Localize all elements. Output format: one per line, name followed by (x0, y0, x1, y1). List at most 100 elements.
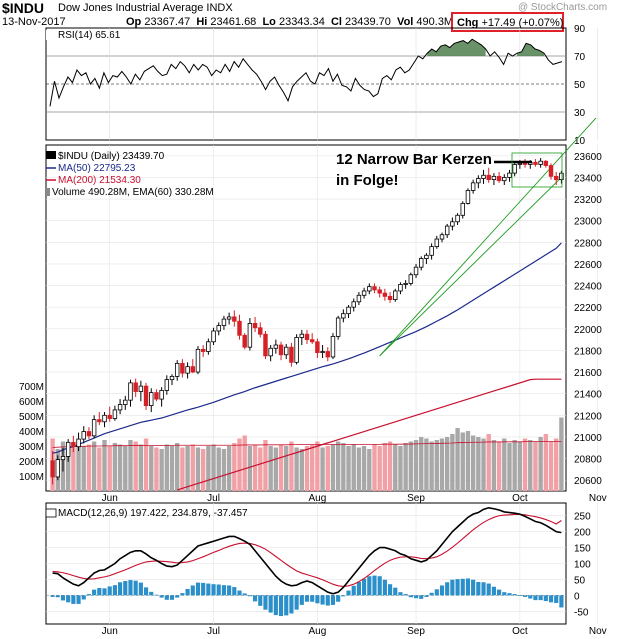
macd-histogram-bar (413, 595, 419, 599)
volume-bar (372, 444, 377, 491)
rsi-tick-label: 90 (574, 24, 586, 35)
macd-histogram-bar (221, 585, 227, 596)
macd-histogram-bar (559, 595, 564, 608)
volume-bar (486, 434, 491, 491)
volume-bar (377, 446, 382, 491)
volume-bar (559, 417, 564, 491)
candle-legend-icon (46, 151, 56, 159)
volume-bar (247, 446, 253, 491)
rsi-series-line (49, 38, 563, 107)
volume-bar (517, 441, 523, 491)
macd-histogram-bar (97, 588, 102, 596)
rsi-legend-icon (46, 30, 56, 40)
candle-body (393, 290, 398, 301)
macd-histogram-bar (169, 595, 175, 600)
price-tick-label: 21200 (574, 411, 602, 422)
volume-bar (434, 440, 439, 491)
volume-bar (211, 444, 216, 491)
volume-bar (304, 446, 310, 491)
volume-bar (507, 443, 512, 491)
macd-histogram-bar (522, 595, 528, 597)
candle-body (543, 160, 549, 166)
candle-body (289, 346, 294, 363)
volume-legend-swatch (46, 188, 50, 196)
macd-tick-label: 0 (574, 591, 580, 602)
macd-histogram-bar (341, 595, 346, 597)
volume-bar (123, 446, 128, 491)
volume-bar (522, 438, 528, 491)
volume-bar (175, 443, 180, 491)
candle-body (320, 351, 325, 353)
macd-histogram-bar (403, 594, 408, 596)
price-tick-label: 23200 (574, 195, 602, 206)
close-value: 23439.70 (345, 16, 391, 28)
volume-y-ticks: 100M 200M 300M 400M 500M 600M 700M (19, 382, 44, 483)
macd-panel: -50 0 50 100 150 200 250 Jun Jul Aug Sep Oct Nov MA… (45, 503, 607, 637)
rsi-overbought-area (427, 39, 486, 56)
candle-body (164, 379, 170, 391)
macd-histogram-bar (123, 581, 128, 596)
volume-bar (439, 438, 445, 491)
macd-histogram-bar (175, 595, 180, 598)
candle-body (226, 316, 232, 320)
macd-histogram-bar (201, 582, 206, 596)
candle-body (221, 318, 227, 326)
candle-body (367, 286, 372, 292)
macd-histogram-bar (393, 587, 398, 596)
macd-histogram-bar (434, 589, 439, 596)
volume-bar (86, 444, 92, 491)
volume-bar (398, 446, 403, 491)
ticker-symbol: $INDU (2, 0, 45, 16)
macd-histogram-bar (491, 586, 496, 596)
macd-histogram-bar (429, 592, 434, 596)
volume-bar (97, 447, 102, 491)
trendline-lower (379, 117, 597, 357)
price-legend-label: $INDU (Daily) 23439.70 (58, 151, 165, 162)
macd-histogram-bar (512, 594, 517, 596)
volume-tick-label: 200M (19, 457, 44, 468)
volume-bar (356, 447, 362, 491)
ma50-legend-label: MA(50) 22795.23 (58, 163, 136, 174)
macd-histogram-bar (299, 595, 304, 605)
rsi-gridlines (46, 28, 599, 140)
macd-signal-series (52, 513, 562, 587)
ma200-legend-label: MA(200) 21534.30 (58, 175, 141, 186)
candle-body (278, 344, 284, 356)
volume-bar (128, 440, 133, 491)
volume-bar (481, 438, 486, 491)
rsi-tick-label: 10 (574, 136, 586, 147)
macd-histogram-bar (325, 595, 330, 606)
volume-bar (320, 447, 325, 491)
macd-histogram-bar (206, 583, 211, 596)
volume-bar (221, 449, 227, 491)
candle-body (372, 286, 377, 291)
volume-tick-label: 700M (19, 382, 44, 393)
macd-histogram-bar (310, 595, 315, 602)
price-tick-label: 22000 (574, 325, 602, 336)
volume-bar (159, 449, 164, 491)
candle-body (408, 274, 414, 284)
macd-histogram-bar (164, 595, 169, 600)
candle-body (351, 301, 356, 308)
macd-histogram-bar (476, 581, 481, 596)
volume-bar (351, 444, 356, 491)
volume-bar (554, 438, 559, 491)
macd-histogram-bar (377, 576, 382, 596)
candle-body (190, 366, 195, 373)
volume-bar (242, 435, 247, 491)
volume-bar (226, 446, 232, 491)
candle-body (263, 333, 268, 357)
macd-histogram-bar (387, 584, 393, 596)
volume-bar (419, 437, 424, 491)
macd-histogram-bar (408, 595, 413, 598)
macd-histogram-bar (190, 585, 195, 596)
candle-body (553, 175, 559, 180)
macd-histogram-bar (247, 595, 252, 597)
macd-histogram-bar (502, 592, 507, 596)
macd-histogram-bar (107, 586, 112, 596)
volume-bar (465, 431, 471, 491)
candle-body (71, 441, 76, 448)
price-x-labels: Jun Jul Aug Sep Oct Nov (102, 493, 607, 504)
macd-legend-icon (45, 508, 57, 518)
